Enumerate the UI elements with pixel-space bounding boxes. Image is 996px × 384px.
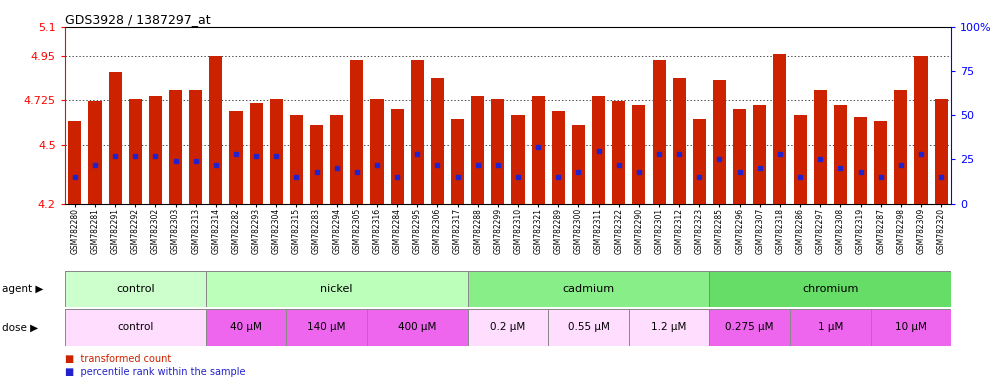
Bar [290,115,303,204]
Bar [109,72,122,204]
Bar [548,309,628,346]
Bar [632,105,645,204]
Bar [773,55,787,204]
Text: ■  transformed count: ■ transformed count [65,354,171,364]
Bar [371,99,383,204]
Bar [250,103,263,204]
Bar [934,99,947,204]
Text: 1.2 μM: 1.2 μM [651,322,687,333]
Bar [89,101,102,204]
Bar [390,109,403,204]
Bar [270,99,283,204]
Text: 0.55 μM: 0.55 μM [568,322,610,333]
Text: 0.2 μM: 0.2 μM [490,322,526,333]
Text: cadmium: cadmium [563,284,615,294]
Text: GDS3928 / 1387297_at: GDS3928 / 1387297_at [65,13,210,26]
Bar [209,56,222,204]
Bar [330,115,344,204]
Bar [287,309,367,346]
Bar [672,78,686,204]
Bar [189,90,202,204]
Text: nickel: nickel [321,284,353,294]
Bar [471,96,484,204]
Bar [468,309,548,346]
Bar [613,101,625,204]
Bar [410,60,424,204]
Text: 400 μM: 400 μM [398,322,436,333]
Bar [572,125,585,204]
Text: 1 μM: 1 μM [818,322,843,333]
Text: chromium: chromium [802,284,859,294]
Bar [652,60,665,204]
Bar [229,111,243,204]
Bar [914,56,927,204]
Bar [128,99,141,204]
Bar [367,309,468,346]
Text: 40 μM: 40 μM [230,322,262,333]
Bar [794,115,807,204]
Bar [854,117,868,204]
Bar [733,109,746,204]
Bar [65,271,206,307]
Bar [592,96,606,204]
Bar [693,119,706,204]
Text: ■  percentile rank within the sample: ■ percentile rank within the sample [65,367,245,377]
Text: dose ▶: dose ▶ [2,322,38,333]
Bar [351,60,364,204]
Text: control: control [118,322,153,333]
Bar [874,121,887,204]
Bar [552,111,565,204]
Bar [148,96,162,204]
Bar [512,115,525,204]
Bar [206,309,286,346]
Bar [431,78,444,204]
Bar [894,90,907,204]
Bar [834,105,847,204]
Bar [814,90,827,204]
Bar [628,309,709,346]
Bar [65,309,206,346]
Text: 140 μM: 140 μM [308,322,346,333]
Bar [491,99,504,204]
Bar [169,90,182,204]
Text: 0.275 μM: 0.275 μM [725,322,774,333]
Bar [69,121,82,204]
Bar [713,80,726,204]
Bar [709,309,790,346]
Bar [753,105,766,204]
Bar [310,125,323,204]
Bar [451,119,464,204]
Bar [790,309,871,346]
Bar [532,96,545,204]
Bar [709,271,951,307]
Text: control: control [116,284,154,294]
Text: 10 μM: 10 μM [895,322,927,333]
Text: agent ▶: agent ▶ [2,284,44,294]
Bar [206,271,468,307]
Bar [871,309,951,346]
Bar [468,271,709,307]
